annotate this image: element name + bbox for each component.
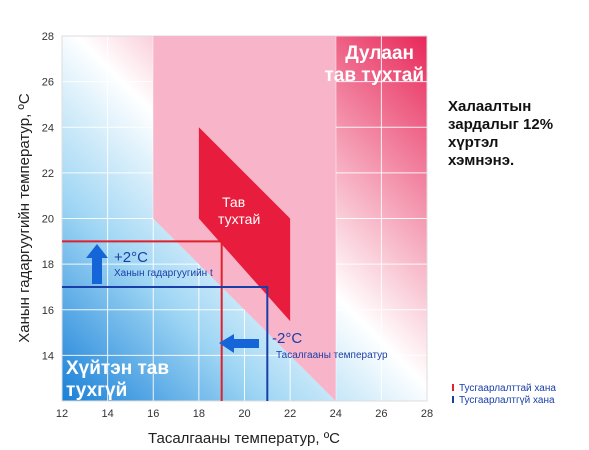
arrow-up-shape: [86, 244, 108, 284]
x-tick-label: 16: [147, 408, 159, 420]
warm-corner-label-2: тав тухтай: [324, 65, 424, 86]
series-line-insulated: [62, 240, 223, 401]
savings-note-line-1: Халаалтын: [448, 98, 531, 115]
y-tick-label: 26: [42, 77, 54, 89]
y-axis-ticks: 14 16 18 20 22 24 26 28: [42, 31, 54, 362]
wall-delta-caption: Ханын гадаргуугийн t: [114, 268, 213, 279]
y-tick-label: 20: [42, 214, 54, 226]
savings-note-line-2: зардалыг 12%: [448, 116, 553, 133]
y-tick-label: 28: [42, 31, 54, 43]
y-tick-label: 24: [42, 122, 54, 134]
y-axis-title: Ханын гадаргуугийн температур, ºС: [16, 93, 33, 343]
series-lines: [62, 240, 269, 401]
room-temp-left-arrow-icon: [219, 334, 259, 353]
legend: Тусгаарлалттай хана Тусгаарлалтгүй хана: [452, 383, 556, 406]
room-delta-caption: Тасалгааны температур: [276, 350, 388, 361]
cold-corner-label: Хүйтэн тав: [66, 358, 169, 379]
y-tick-label: 14: [42, 350, 54, 362]
series-line-uninsulated: [62, 285, 269, 401]
x-tick-label: 20: [238, 408, 250, 420]
wall-delta-label: +2°С: [114, 249, 148, 266]
x-tick-label: 14: [102, 408, 114, 420]
x-axis-title: Тасалгааны температур, ºС: [148, 430, 340, 447]
comfort-zone-label-2: тухтай: [218, 211, 260, 227]
x-tick-label: 26: [375, 408, 387, 420]
savings-note-line-3: хүртэл: [448, 134, 498, 151]
y-tick-label: 22: [42, 168, 54, 180]
arrow-left-shape: [219, 334, 259, 353]
room-delta-label: -2°С: [272, 330, 302, 347]
comfort-zone: [198, 127, 291, 322]
x-tick-label: 28: [421, 408, 433, 420]
y-tick-label: 18: [42, 259, 54, 271]
x-tick-label: 12: [56, 408, 68, 420]
x-tick-label: 18: [193, 408, 205, 420]
cold-corner-label-2: тухгүй: [66, 380, 127, 401]
x-axis-ticks: 12 14 16 18 20 22 24 26 28: [56, 408, 433, 420]
x-tick-label: 24: [330, 408, 342, 420]
x-tick-label: 22: [284, 408, 296, 420]
savings-note-line-4: хэмнэнэ.: [448, 152, 514, 169]
legend-insulated-label: Тусгаарлалттай хана: [459, 383, 556, 394]
legend-uninsulated-label: Тусгаарлалтгүй хана: [459, 395, 555, 406]
wall-temp-up-arrow-icon: [86, 244, 108, 284]
warm-corner-label: Дулаан: [345, 43, 414, 64]
y-tick-label: 16: [42, 305, 54, 317]
comfort-zone-label: Тав: [222, 194, 245, 210]
